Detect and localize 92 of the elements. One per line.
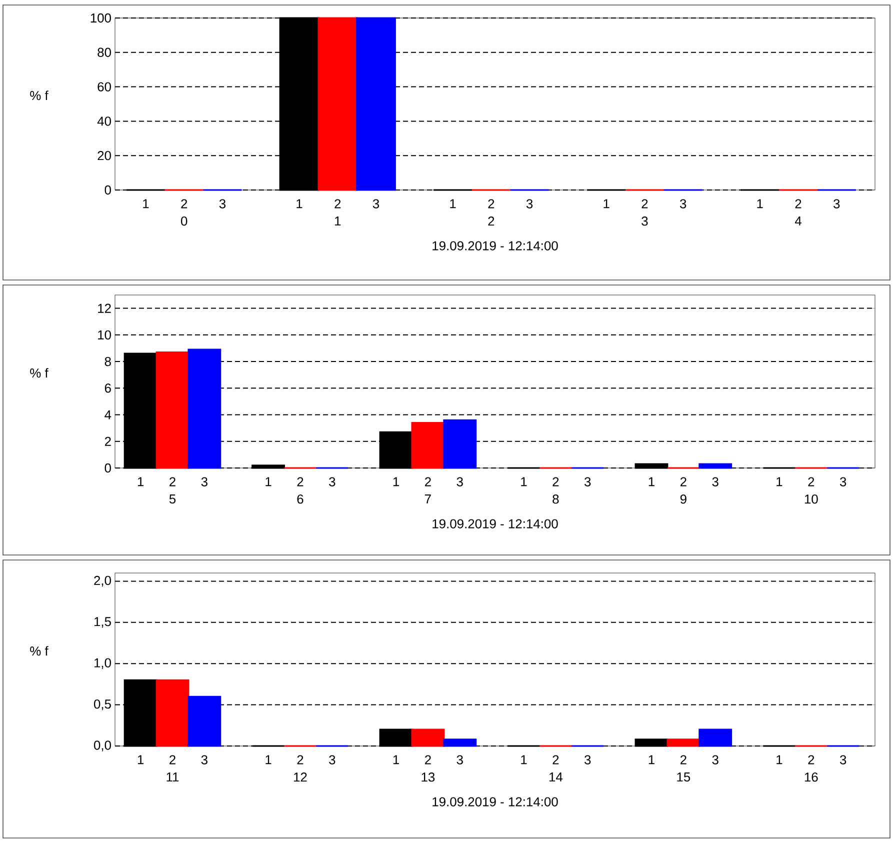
x-tick-label: 5 bbox=[169, 494, 176, 504]
text: 3 bbox=[712, 755, 718, 764]
y-tick-label: 0,0 bbox=[94, 740, 111, 752]
text: 3 bbox=[834, 199, 840, 208]
y-tick-label: 40 bbox=[97, 116, 111, 126]
y-tick-label: 60 bbox=[98, 82, 111, 92]
text: 3 bbox=[680, 199, 686, 208]
text: 3 bbox=[584, 755, 591, 764]
series-label: 2 bbox=[181, 199, 188, 208]
y-tick-label: 0,5 bbox=[94, 699, 111, 710]
text: 3 bbox=[456, 477, 463, 486]
text: 2 bbox=[808, 755, 814, 764]
text: 1 bbox=[604, 199, 610, 208]
x-tick-label: 11 bbox=[166, 772, 179, 782]
y-tick-label: 12 bbox=[98, 304, 111, 313]
text: 3 bbox=[526, 199, 533, 208]
text: 1 bbox=[776, 755, 782, 764]
x-tick-label: 12 bbox=[294, 772, 307, 782]
y-tick-label: 0 bbox=[104, 463, 111, 473]
x-tick-label: 4 bbox=[794, 216, 802, 226]
text: 1 bbox=[450, 199, 456, 208]
text: 2 bbox=[680, 477, 686, 486]
text: 3 bbox=[456, 755, 463, 764]
text: 2 bbox=[297, 477, 304, 486]
text: 2 bbox=[552, 477, 559, 486]
text: 2 bbox=[808, 477, 814, 486]
text: 3 bbox=[329, 755, 336, 764]
text: 1 bbox=[648, 477, 654, 486]
text: 1 bbox=[521, 477, 527, 486]
series-label: 3 bbox=[201, 755, 208, 764]
y-tick-label: 2 bbox=[104, 436, 111, 446]
x-tick-label: 9 bbox=[680, 494, 686, 504]
x-tick-label: 3 bbox=[642, 216, 648, 226]
text: 3 bbox=[584, 477, 591, 486]
y-axis-title: % f bbox=[30, 90, 48, 100]
x-tick-label: 1 bbox=[335, 216, 341, 226]
series-label: 3 bbox=[219, 199, 226, 208]
x-tick-label: 0 bbox=[180, 216, 188, 226]
series-label: 1 bbox=[138, 755, 144, 764]
x-tick-label: 7 bbox=[425, 494, 431, 504]
y-tick-label: 8 bbox=[104, 356, 111, 366]
text: 1 bbox=[393, 477, 399, 486]
series-label: 3 bbox=[201, 477, 208, 486]
y-tick-label: 10 bbox=[98, 330, 111, 340]
y-tick-label: 1,5 bbox=[94, 617, 111, 628]
x-tick-label: 6 bbox=[297, 494, 304, 504]
x-axis-title: 19.09.2019 - 12:14:00 bbox=[432, 241, 558, 250]
text: 1 bbox=[757, 199, 763, 208]
y-tick-label: 0 bbox=[104, 185, 111, 195]
x-tick-label: 2 bbox=[488, 216, 494, 226]
y-axis-title: % f bbox=[30, 646, 48, 656]
y-tick-label: 80 bbox=[98, 48, 111, 57]
text: 2 bbox=[297, 755, 304, 764]
series-label: 1 bbox=[138, 477, 144, 486]
text: 2 bbox=[795, 199, 802, 208]
text: 1 bbox=[648, 755, 654, 764]
text: 3 bbox=[840, 755, 846, 764]
text: 3 bbox=[712, 477, 718, 486]
text: 2 bbox=[488, 199, 494, 208]
x-tick-label: 15 bbox=[677, 772, 690, 782]
y-tick-label: 6 bbox=[104, 384, 111, 393]
y-axis-title: % f bbox=[30, 368, 48, 378]
x-tick-label: 13 bbox=[422, 772, 435, 782]
x-tick-label: 8 bbox=[552, 494, 559, 504]
y-tick-label: 4 bbox=[104, 410, 112, 420]
series-label: 2 bbox=[170, 755, 176, 764]
y-tick-label: 20 bbox=[98, 151, 111, 160]
text: 1 bbox=[521, 755, 527, 764]
text: 2 bbox=[425, 477, 431, 486]
y-tick-label: 1,0 bbox=[94, 658, 111, 669]
text: 3 bbox=[840, 477, 846, 486]
series-label: 2 bbox=[170, 477, 176, 486]
text: 3 bbox=[372, 199, 380, 208]
text: 1 bbox=[296, 199, 302, 208]
x-axis-title: 19.09.2019 - 12:14:00 bbox=[432, 797, 558, 806]
y-tick-label: 2,0 bbox=[94, 576, 111, 587]
x-tick-label: 14 bbox=[549, 772, 563, 782]
x-tick-label: 16 bbox=[804, 772, 818, 782]
text: 2 bbox=[334, 199, 341, 208]
text: 2 bbox=[642, 199, 648, 208]
series-label: 1 bbox=[143, 199, 149, 208]
text: 2 bbox=[552, 755, 559, 764]
text: 1 bbox=[266, 755, 272, 764]
x-axis-title: 19.09.2019 - 12:14:00 bbox=[432, 519, 558, 528]
text: 2 bbox=[425, 755, 431, 764]
text: 3 bbox=[329, 477, 336, 486]
text: 1 bbox=[776, 477, 782, 486]
y-tick-label: 100 bbox=[90, 13, 111, 23]
text: 1 bbox=[393, 755, 399, 764]
text: 2 bbox=[680, 755, 686, 764]
x-tick-label: 10 bbox=[804, 494, 818, 504]
text: 1 bbox=[266, 477, 272, 486]
